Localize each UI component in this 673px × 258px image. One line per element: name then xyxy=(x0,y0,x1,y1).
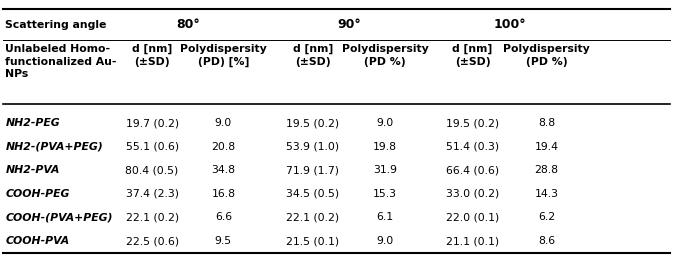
Text: NH2-PEG: NH2-PEG xyxy=(5,118,60,128)
Text: 19.5 (0.2): 19.5 (0.2) xyxy=(287,118,339,128)
Text: 15.3: 15.3 xyxy=(373,189,397,199)
Text: 21.1 (0.1): 21.1 (0.1) xyxy=(446,236,499,246)
Text: 8.6: 8.6 xyxy=(538,236,555,246)
Text: 90°: 90° xyxy=(337,18,361,31)
Text: 9.0: 9.0 xyxy=(376,118,394,128)
Text: d [nm]
(±SD): d [nm] (±SD) xyxy=(132,44,172,67)
Text: 100°: 100° xyxy=(493,18,526,31)
Text: d [nm]
(±SD): d [nm] (±SD) xyxy=(293,44,333,67)
Text: 51.4 (0.3): 51.4 (0.3) xyxy=(446,142,499,152)
Text: 9.5: 9.5 xyxy=(215,236,232,246)
Text: Scattering angle: Scattering angle xyxy=(5,20,107,29)
Text: 71.9 (1.7): 71.9 (1.7) xyxy=(287,165,339,175)
Text: COOH-(PVA+PEG): COOH-(PVA+PEG) xyxy=(5,213,113,222)
Text: 53.9 (1.0): 53.9 (1.0) xyxy=(287,142,339,152)
Text: 22.5 (0.6): 22.5 (0.6) xyxy=(126,236,178,246)
Text: 19.8: 19.8 xyxy=(373,142,397,152)
Text: 9.0: 9.0 xyxy=(215,118,232,128)
Text: 22.1 (0.2): 22.1 (0.2) xyxy=(287,213,339,222)
Text: Unlabeled Homo-
functionalized Au-
NPs: Unlabeled Homo- functionalized Au- NPs xyxy=(5,44,117,79)
Text: 66.4 (0.6): 66.4 (0.6) xyxy=(446,165,499,175)
Text: COOH-PVA: COOH-PVA xyxy=(5,236,69,246)
Text: 9.0: 9.0 xyxy=(376,236,394,246)
Text: 37.4 (2.3): 37.4 (2.3) xyxy=(126,189,178,199)
Text: COOH-PEG: COOH-PEG xyxy=(5,189,70,199)
Text: 80.4 (0.5): 80.4 (0.5) xyxy=(125,165,179,175)
Text: 31.9: 31.9 xyxy=(373,165,397,175)
Text: 6.6: 6.6 xyxy=(215,213,232,222)
Text: Polydispersity
(PD %): Polydispersity (PD %) xyxy=(342,44,428,67)
Text: 16.8: 16.8 xyxy=(211,189,236,199)
Text: 6.1: 6.1 xyxy=(376,213,394,222)
Text: 19.7 (0.2): 19.7 (0.2) xyxy=(126,118,178,128)
Text: 34.8: 34.8 xyxy=(211,165,236,175)
Text: NH2-PVA: NH2-PVA xyxy=(5,165,60,175)
Text: 14.3: 14.3 xyxy=(534,189,559,199)
Text: 6.2: 6.2 xyxy=(538,213,555,222)
Text: 33.0 (0.2): 33.0 (0.2) xyxy=(446,189,499,199)
Text: 28.8: 28.8 xyxy=(534,165,559,175)
Text: Polydispersity
(PD %): Polydispersity (PD %) xyxy=(503,44,590,67)
Text: 21.5 (0.1): 21.5 (0.1) xyxy=(287,236,339,246)
Text: 80°: 80° xyxy=(176,18,200,31)
Text: 22.1 (0.2): 22.1 (0.2) xyxy=(126,213,178,222)
Text: 55.1 (0.6): 55.1 (0.6) xyxy=(126,142,178,152)
Text: Polydispersity
(PD) [%]: Polydispersity (PD) [%] xyxy=(180,44,267,67)
Text: 34.5 (0.5): 34.5 (0.5) xyxy=(287,189,339,199)
Text: 19.5 (0.2): 19.5 (0.2) xyxy=(446,118,499,128)
Text: d [nm]
(±SD): d [nm] (±SD) xyxy=(452,44,493,67)
Text: 19.4: 19.4 xyxy=(534,142,559,152)
Text: 8.8: 8.8 xyxy=(538,118,555,128)
Text: NH2-(PVA+PEG): NH2-(PVA+PEG) xyxy=(5,142,103,152)
Text: 20.8: 20.8 xyxy=(211,142,236,152)
Text: 22.0 (0.1): 22.0 (0.1) xyxy=(446,213,499,222)
